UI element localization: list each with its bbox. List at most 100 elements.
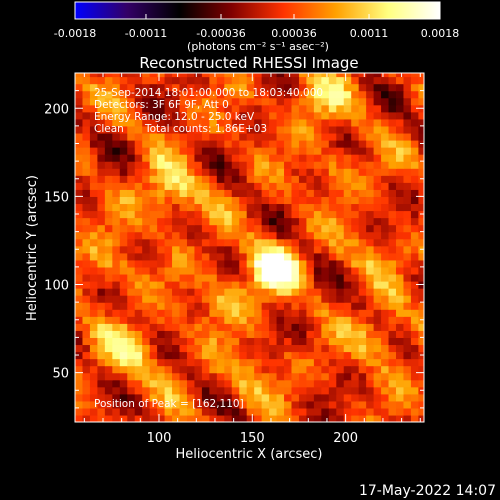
heatmap-cell [104,400,113,409]
heatmap-cell [396,407,405,416]
heatmap-cell [164,288,173,296]
heatmap-cell [127,196,136,205]
heatmap-cell [358,168,367,176]
peak-position-text: Position of Peak = [162,110] [94,398,244,410]
heatmap-cell [112,154,121,162]
heatmap-cell [396,309,405,317]
heatmap-cell [216,168,225,176]
heatmap-cell [321,224,330,233]
heatmap-cell [209,168,218,176]
heatmap-cell [388,238,397,247]
heatmap-cell [298,358,308,367]
heatmap-cell [351,118,360,127]
heatmap-cell [328,76,337,85]
heatmap-cell [284,224,293,233]
heatmap-cell [306,147,315,155]
heatmap-cell [134,302,143,310]
heatmap-cell [142,168,151,176]
heatmap-cell [134,280,143,289]
heatmap-cell [104,407,113,416]
heatmap-cell [381,231,390,240]
heatmap-cell [224,386,233,395]
heatmap-cell [201,161,210,169]
heatmap-cell [269,273,278,282]
heatmap-cell [261,203,270,212]
heatmap-cell [246,189,255,197]
heatmap-cell [284,154,293,162]
heatmap-cell [373,196,382,205]
heatmap-cell [306,400,315,409]
heatmap-cell [209,224,218,233]
heatmap-cell [149,245,158,254]
heatmap-cell [89,175,98,183]
heatmap-cell [306,97,315,106]
heatmap-cell [261,224,270,233]
heatmap-cell [194,111,203,120]
heatmap-cell [298,245,308,254]
heatmap-cell [284,161,293,169]
heatmap-cell [209,365,218,374]
heatmap-cell [336,104,345,113]
heatmap-cell [157,309,166,317]
heatmap-cell [224,154,233,162]
heatmap-cell [381,210,390,219]
heatmap-cell [388,259,397,268]
heatmap-cell [396,323,405,331]
heatmap-cell [179,132,188,141]
heatmap-cell [269,351,278,360]
heatmap-cell [291,118,300,127]
heatmap-cell [194,351,203,360]
heatmap-cell [246,139,255,148]
heatmap-cell [366,344,375,353]
heatmap-cell [366,330,375,338]
heatmap-cell [313,245,322,254]
heatmap-cell [396,295,405,303]
heatmap-cell [82,414,91,422]
heatmap-cell [358,245,367,254]
heatmap-cell [358,224,367,233]
heatmap-cell [328,83,337,92]
heatmap-cell [366,90,375,99]
heatmap-cell [142,104,151,113]
heatmap-cell [313,189,322,197]
heatmap-cell [336,203,345,212]
heatmap-cell [239,393,248,402]
heatmap-cell [321,139,330,148]
heatmap-cell [186,76,196,85]
heatmap-cell [112,224,121,233]
heatmap-cell [104,132,113,141]
heatmap-cell [142,154,151,162]
heatmap-cell [418,414,424,422]
heatmap-cell [291,386,300,395]
heatmap-cell [231,210,240,219]
heatmap-cell [313,104,322,113]
heatmap-cell [179,358,188,367]
heatmap-cell [149,379,158,388]
heatmap-cell [231,132,240,141]
heatmap-cell [328,273,337,282]
heatmap-cell [194,118,203,127]
heatmap-cell [343,351,352,360]
heatmap-cell [194,132,203,141]
heatmap-cell [366,259,375,268]
heatmap-cell [201,231,210,240]
heatmap-cell [410,175,420,183]
heatmap-cell [306,196,315,205]
heatmap-cell [306,323,315,331]
heatmap-cell [194,90,203,99]
heatmap-cell [321,111,330,120]
heatmap-cell [194,139,203,148]
heatmap-cell [75,210,84,219]
heatmap-cell [157,224,166,233]
heatmap-cell [284,365,293,374]
heatmap-cell [410,118,420,127]
heatmap-cell [358,344,367,353]
heatmap-cell [97,295,106,303]
heatmap-cell [112,273,121,282]
heatmap-cell [366,154,375,162]
heatmap-cell [172,365,181,374]
heatmap-cell [142,132,151,141]
heatmap-cell [366,203,375,212]
colorbar: -0.0018 -0.0011 -0.00036 0.00036 0.0011 0.001… [54,1,459,53]
heatmap-cell [209,189,218,197]
